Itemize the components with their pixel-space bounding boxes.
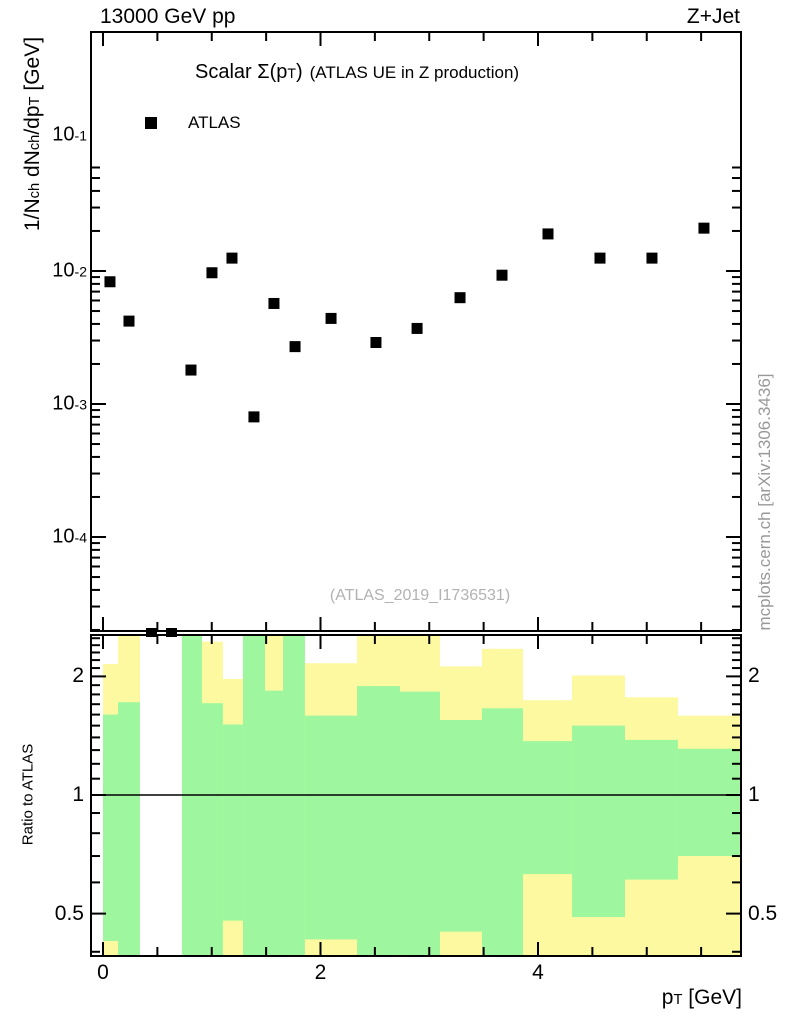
data-point-marker <box>289 341 301 353</box>
ratio-y-tick-label-left: 1 <box>72 783 84 806</box>
data-point-marker <box>594 252 606 264</box>
data-point-marker <box>248 411 260 423</box>
data-point-marker <box>268 297 280 309</box>
data-point-marker <box>646 252 658 264</box>
ratio-green-band <box>265 690 283 955</box>
mcplots-citation-sidetext: mcplots.cern.ch [arXiv:1306.3436] <box>755 373 774 631</box>
header-beam-energy: 13000 GeV pp <box>100 5 236 28</box>
x-tick-label: 2 <box>314 961 327 984</box>
ratio-y-tick-label-right: 0.5 <box>748 902 778 925</box>
main-y-axis-title: 1/Nch dNch/dpT [GeV] <box>21 36 44 232</box>
data-point-marker <box>370 337 382 349</box>
ratio-green-band <box>522 741 573 875</box>
ratio-y-axis-title: Ratio to ATLAS <box>19 743 37 846</box>
data-point-marker <box>496 269 508 281</box>
header-process: Z+Jet <box>686 5 740 28</box>
main-y-tick-label: 10-3 <box>52 392 87 415</box>
data-point-marker <box>226 252 238 264</box>
ratio-green-band <box>481 708 523 955</box>
x-axis-title: pT [GeV] <box>661 986 742 1009</box>
ratio-green-band <box>103 714 119 942</box>
legend-square-marker-icon <box>145 117 157 129</box>
observable-name: Scalar Σ(pT) <box>195 61 303 83</box>
ratio-y-tick-label-left: 0.5 <box>54 902 84 925</box>
data-point-marker <box>185 364 197 376</box>
ratio-y-tick-label-right: 1 <box>748 783 760 806</box>
main-y-tick-label: 10-4 <box>52 525 87 548</box>
clipped-data-marker <box>166 628 177 637</box>
data-point-marker <box>206 267 218 279</box>
data-point-marker <box>454 292 466 304</box>
data-point-marker <box>123 315 135 327</box>
data-point-marker <box>698 222 710 234</box>
ratio-green-band <box>201 703 223 955</box>
legend-label: ATLAS <box>188 113 241 132</box>
analysis-id-watermark: (ATLAS_2019_I1736531) <box>329 587 511 604</box>
ratio-green-band <box>440 720 482 932</box>
ratio-panel-frame <box>90 634 742 957</box>
ratio-green-band <box>677 748 740 857</box>
main-y-tick-label: 10-1 <box>52 123 87 146</box>
main-plot <box>90 31 742 632</box>
clipped-data-marker <box>146 628 157 637</box>
plot-title: Scalar Σ(pT) (ATLAS UE in Z production) <box>195 61 519 84</box>
ratio-green-band <box>222 724 243 921</box>
main-plot-frame <box>90 31 742 632</box>
ratio-green-band <box>625 739 678 880</box>
ratio-green-band <box>572 725 625 918</box>
ratio-green-band <box>118 702 140 955</box>
ratio-green-band <box>399 691 441 955</box>
x-tick-label: 0 <box>97 961 109 984</box>
ratio-y-tick-label-right: 2 <box>748 664 760 687</box>
data-point-marker <box>325 312 337 324</box>
ratio-panel <box>90 634 742 957</box>
ratio-y-tick-label-left: 2 <box>72 664 84 687</box>
x-tick-label: 4 <box>532 961 544 984</box>
main-y-tick-label: 10-2 <box>52 259 87 282</box>
ratio-green-band <box>304 715 358 940</box>
data-point-marker <box>411 322 423 334</box>
analysis-context: (ATLAS UE in Z production) <box>309 63 520 82</box>
ratio-green-band <box>357 686 400 955</box>
data-point-marker <box>542 228 554 240</box>
data-point-marker <box>104 276 116 288</box>
